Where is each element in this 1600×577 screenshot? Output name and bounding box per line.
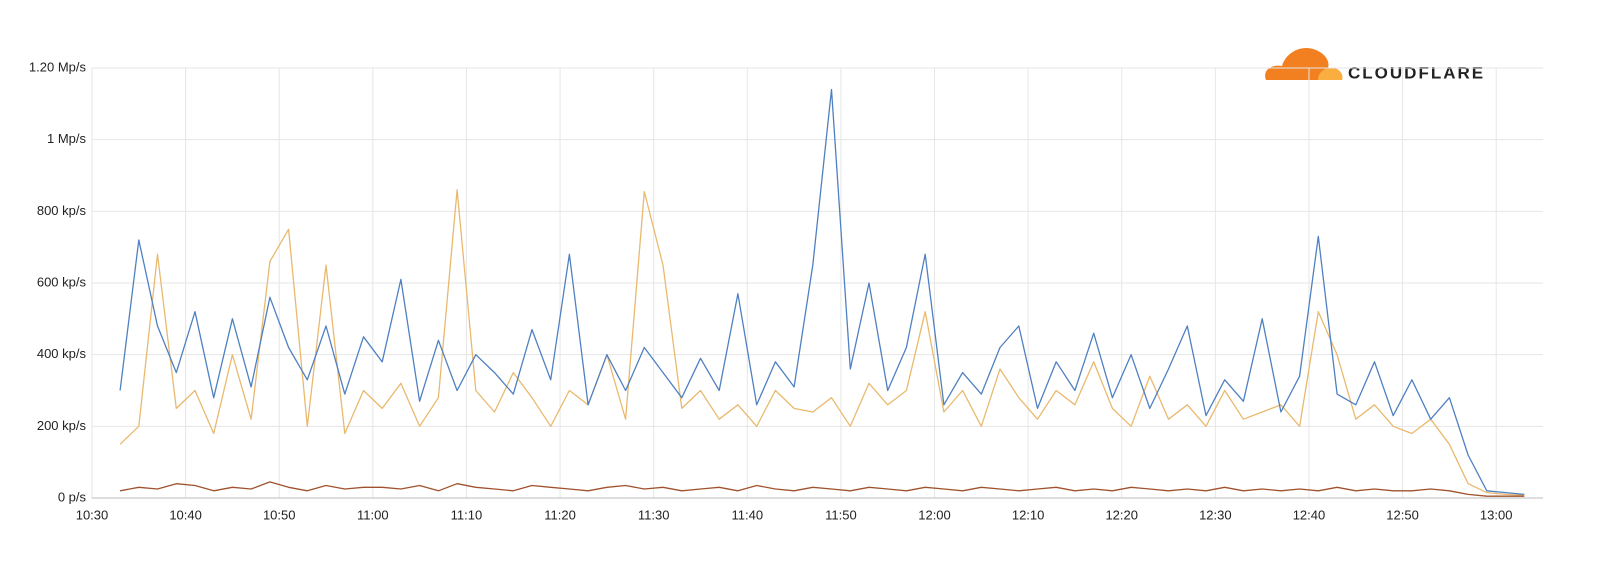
x-tick-label: 12:30 <box>1199 507 1232 522</box>
x-tick-label: 10:40 <box>169 507 202 522</box>
series-line <box>119 88 1525 496</box>
y-tick-label: 1 Mp/s <box>47 131 87 146</box>
grid <box>91 67 1543 499</box>
x-tick-label: 12:00 <box>918 507 951 522</box>
x-tick-label: 12:40 <box>1293 507 1326 522</box>
y-tick-label: 400 kp/s <box>37 346 87 361</box>
logo-text: CLOUDFLARE <box>1348 63 1485 82</box>
y-tick-label: 0 p/s <box>58 489 87 504</box>
y-tick-label: 200 kp/s <box>37 418 87 433</box>
x-tick-label: 11:40 <box>732 507 764 522</box>
x-tick-label: 12:50 <box>1386 507 1419 522</box>
series-line <box>119 481 1525 497</box>
x-tick-label: 10:50 <box>263 507 296 522</box>
x-tick-label: 10:30 <box>76 507 109 522</box>
x-tick-label: 13:00 <box>1480 507 1513 522</box>
x-tick-label: 12:10 <box>1012 507 1045 522</box>
logo-cloud-small <box>1318 67 1343 80</box>
logo: CLOUDFLARE <box>1265 47 1485 82</box>
x-tick-label: 12:20 <box>1105 507 1138 522</box>
series-line <box>119 189 1525 496</box>
x-tick-label: 11:30 <box>638 507 670 522</box>
x-tick-label: 11:00 <box>357 507 389 522</box>
x-tick-label: 11:10 <box>451 507 483 522</box>
x-tick-label: 11:20 <box>544 507 576 522</box>
x-tick-label: 11:50 <box>825 507 857 522</box>
y-tick-label: 1.20 Mp/s <box>29 59 87 74</box>
y-tick-label: 600 kp/s <box>37 274 87 289</box>
y-tick-label: 800 kp/s <box>37 203 87 218</box>
